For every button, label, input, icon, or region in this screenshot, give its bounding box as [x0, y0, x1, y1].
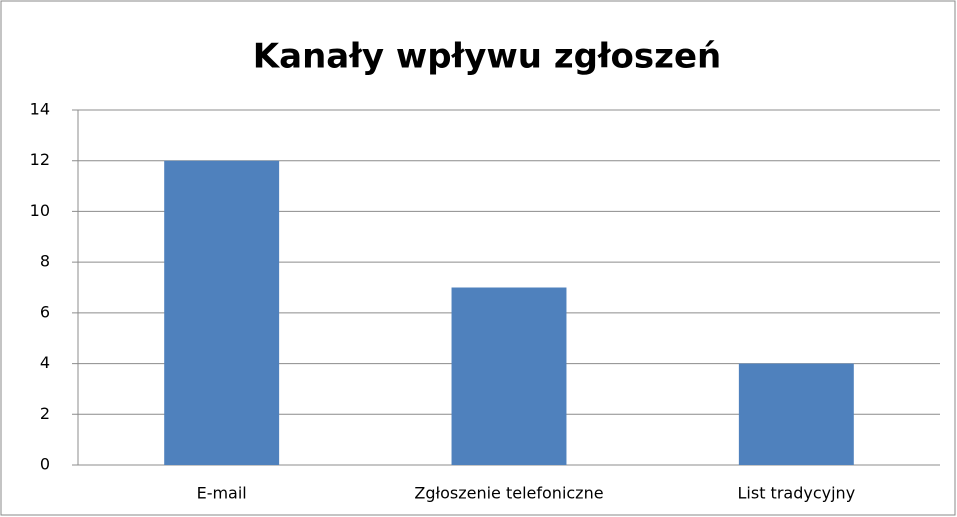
y-tick-label: 2 [40, 404, 50, 423]
bar [164, 160, 280, 465]
y-tick-label: 8 [40, 252, 50, 271]
x-tick-label: Zgłoszenie telefoniczne [414, 484, 603, 503]
y-tick-label: 0 [40, 455, 50, 474]
y-tick-label: 12 [30, 150, 50, 169]
chart-title: Kanały wpływu zgłoszeń [253, 37, 721, 77]
y-tick-label: 10 [30, 201, 50, 220]
bar [451, 287, 567, 465]
y-tick-label: 6 [40, 302, 50, 321]
x-tick-label: List tradycyjny [738, 484, 856, 503]
y-tick-label: 14 [30, 100, 50, 119]
y-tick-label: 4 [40, 353, 50, 372]
bar [738, 363, 854, 465]
x-tick-label: E-mail [197, 484, 247, 503]
